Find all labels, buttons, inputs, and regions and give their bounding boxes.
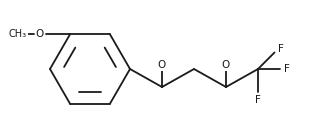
Text: F: F <box>278 44 284 54</box>
Text: F: F <box>284 64 290 74</box>
Text: F: F <box>255 95 261 105</box>
Text: O: O <box>222 60 230 70</box>
Text: O: O <box>36 29 44 39</box>
Text: CH₃: CH₃ <box>9 29 27 39</box>
Text: O: O <box>158 60 166 70</box>
